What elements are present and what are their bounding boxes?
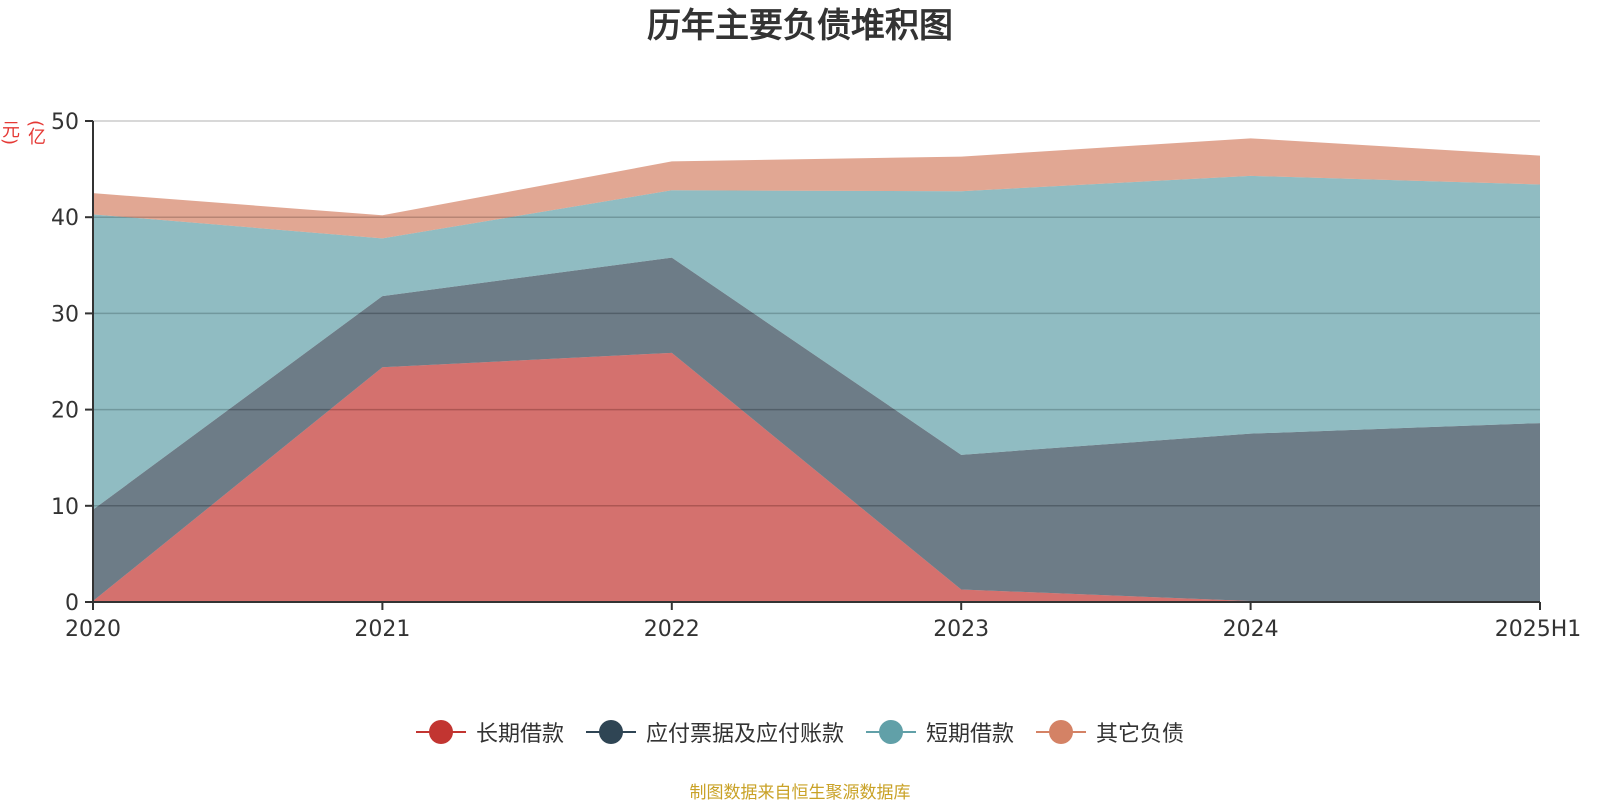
x-tick-label: 2025H1 xyxy=(1495,617,1582,642)
legend-label: 其它负债 xyxy=(1096,722,1185,747)
area-series-group xyxy=(93,138,1540,602)
legend-item-2[interactable]: 应付票据及应付账款 xyxy=(585,716,844,748)
y-tick-label: 20 xyxy=(51,399,79,424)
legend-label: 长期借款 xyxy=(475,722,564,747)
legend: 长期借款 应付票据及应付账款 短期借款 其它负债 xyxy=(0,716,1600,748)
legend-marker-icon xyxy=(1036,719,1087,745)
legend-item-1[interactable]: 长期借款 xyxy=(415,716,564,748)
x-tick-label: 2022 xyxy=(644,617,700,642)
legend-marker-icon xyxy=(866,719,916,745)
y-tick-label: 10 xyxy=(51,495,79,520)
legend-marker-icon xyxy=(415,719,466,745)
y-tick-label: 40 xyxy=(51,206,79,231)
axes: 0 10 20 30 40 50 2020 2021 2022 2023 2024 2025H1 xyxy=(51,110,1581,642)
stacked-area-chart: 0 10 20 30 40 50 2020 2021 2022 2023 2024 2025H1 xyxy=(51,110,1581,642)
area-series-2 xyxy=(93,257,1540,602)
x-tick-label: 2021 xyxy=(354,617,410,642)
y-axis-unit-label: (亿元) xyxy=(0,120,46,146)
y-tick-label: 0 xyxy=(65,591,79,616)
legend-dot xyxy=(598,720,623,744)
legend-label: 应付票据及应付账款 xyxy=(645,722,844,747)
x-tick-label: 2024 xyxy=(1223,617,1279,642)
y-tick-label: 30 xyxy=(51,302,79,327)
chart-title: 历年主要负债堆积图 xyxy=(647,6,953,46)
source-footer: 制图数据来自恒生聚源数据库 xyxy=(689,783,911,803)
area-series-1 xyxy=(93,352,1540,602)
legend-item-4[interactable]: 其它负债 xyxy=(1036,716,1184,748)
legend-label: 短期借款 xyxy=(926,722,1015,747)
legend-marker-icon xyxy=(585,719,636,745)
area-series-4 xyxy=(93,138,1540,239)
legend-dot xyxy=(879,720,903,744)
legend-dot xyxy=(428,720,453,744)
area-series-3 xyxy=(93,175,1540,510)
y-tick-label: 50 xyxy=(51,110,79,135)
legend-item-3[interactable]: 短期借款 xyxy=(866,716,1014,748)
x-tick-label: 2020 xyxy=(65,617,121,642)
legend-dot xyxy=(1049,720,1074,744)
x-tick-label: 2023 xyxy=(933,617,989,642)
